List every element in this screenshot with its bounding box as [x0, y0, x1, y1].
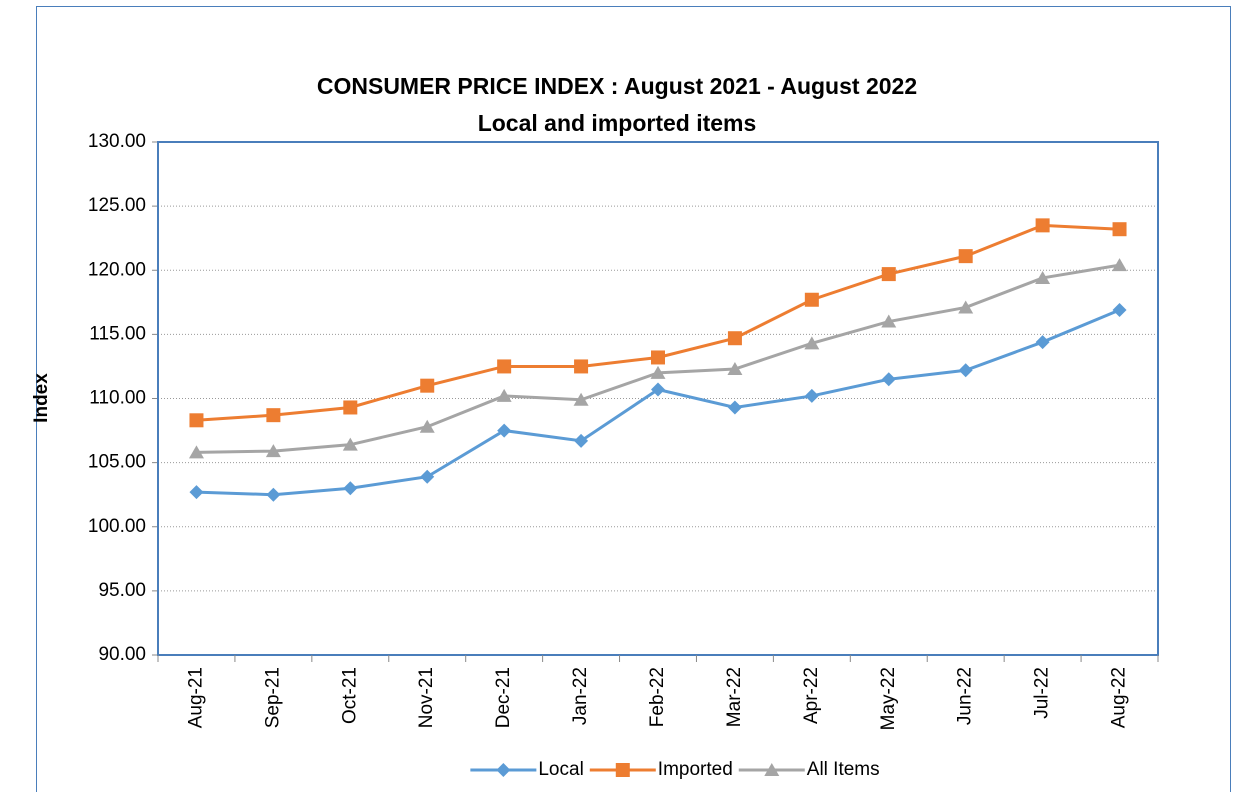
marker	[764, 763, 780, 776]
marker	[727, 362, 743, 376]
x-tick-label: Jan-22	[570, 667, 591, 725]
chart-title: CONSUMER PRICE INDEX : August 2021 - Aug…	[317, 73, 917, 99]
marker	[266, 487, 281, 502]
y-tick-label: 120.00	[88, 259, 146, 280]
marker	[343, 481, 358, 496]
marker	[615, 763, 630, 777]
marker	[497, 359, 512, 374]
y-tick-label: 110.00	[89, 388, 146, 409]
marker	[958, 249, 973, 264]
chart-subtitle: Local and imported items	[478, 110, 757, 136]
marker	[804, 336, 820, 350]
marker	[574, 359, 589, 374]
legend-label: Imported	[658, 759, 733, 780]
marker	[420, 378, 435, 393]
marker	[727, 331, 742, 346]
legend-label: Local	[538, 759, 583, 780]
y-tick-label: 125.00	[88, 195, 146, 216]
legend: Local Imported All Items	[470, 759, 880, 780]
marker	[1112, 303, 1127, 318]
x-tick-label: Mar-22	[724, 667, 745, 727]
marker	[1112, 222, 1127, 237]
y-tick-label: 105.00	[88, 452, 146, 473]
marker	[343, 400, 358, 415]
marker	[958, 300, 974, 314]
marker	[574, 433, 589, 448]
marker	[804, 292, 819, 307]
y-tick-label: 100.00	[88, 516, 146, 537]
marker	[496, 763, 511, 777]
marker	[342, 437, 358, 451]
legend-label: All Items	[807, 759, 880, 780]
marker	[881, 267, 896, 282]
chart-frame	[36, 6, 1231, 792]
marker	[1035, 335, 1050, 350]
y-tick-label: 90.00	[98, 644, 146, 665]
x-tick-label: Aug-22	[1109, 667, 1130, 728]
x-tick-label: Oct-21	[339, 667, 360, 724]
marker	[958, 363, 973, 378]
x-tick-label: Jul-22	[1032, 667, 1053, 719]
marker	[419, 419, 435, 433]
marker	[497, 423, 512, 438]
x-tick-label: Sep-21	[262, 667, 283, 728]
marker	[266, 408, 281, 423]
y-axis-label: Index	[31, 373, 52, 423]
x-tick-label: Aug-21	[185, 667, 206, 728]
series-line	[196, 308, 1121, 497]
x-tick-label: Jun-22	[955, 667, 976, 725]
x-tick-label: Feb-22	[647, 667, 668, 727]
marker	[1112, 258, 1128, 272]
marker	[1035, 270, 1051, 284]
x-tick-label: Dec-21	[493, 667, 514, 728]
marker	[650, 365, 666, 379]
marker	[881, 314, 897, 328]
marker	[881, 372, 896, 387]
x-tick-label: Nov-21	[416, 667, 437, 728]
marker	[651, 350, 665, 365]
x-tick-label: May-22	[878, 667, 899, 730]
y-tick-label: 115.00	[89, 323, 146, 344]
plot-area	[157, 141, 1159, 656]
marker	[189, 413, 204, 428]
marker	[573, 392, 589, 406]
x-tick-label: Apr-22	[801, 667, 822, 724]
y-tick-label: 95.00	[98, 580, 146, 601]
marker	[265, 444, 281, 458]
marker	[804, 388, 819, 403]
marker	[188, 445, 204, 459]
marker	[1035, 218, 1050, 233]
marker	[727, 400, 742, 415]
marker	[496, 388, 512, 402]
marker	[420, 469, 435, 484]
marker	[189, 485, 204, 500]
y-tick-label: 130.00	[88, 131, 146, 152]
marker	[651, 382, 665, 397]
